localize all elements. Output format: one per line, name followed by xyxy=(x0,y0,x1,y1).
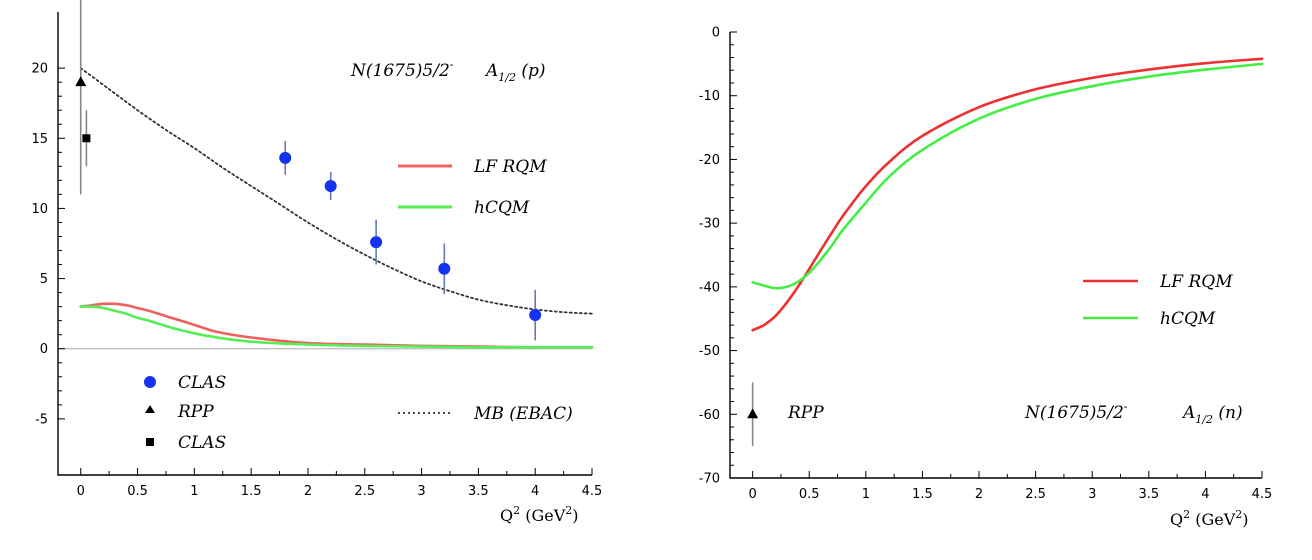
y-tick-label-neutron: 0 xyxy=(712,26,720,41)
legend-label-lfrqm-n: LF RQM xyxy=(1159,272,1233,292)
data-point-clas-circle-proton xyxy=(324,179,337,192)
y-tick-label-neutron: -10 xyxy=(699,89,720,104)
x-tick-label-neutron: 0.5 xyxy=(799,487,820,502)
x-tick-label-proton: 3.5 xyxy=(468,484,489,499)
legend-label-lfrqm: LF RQM xyxy=(473,157,547,177)
legend-label-mbebac: MB (EBAC) xyxy=(473,404,573,424)
x-tick-label-proton: 3 xyxy=(417,484,425,499)
data-point-clas-circle-proton xyxy=(370,236,383,249)
y-tick-label-proton: -5 xyxy=(35,412,48,427)
legend-label-hcqm-n: hCQM xyxy=(1160,309,1216,329)
legend-label-rpp: RPP xyxy=(177,402,214,422)
series-line-lf-rqm-proton xyxy=(79,302,594,349)
series-line-hcqm-neutron xyxy=(751,62,1264,290)
data-point-clas-circle-proton xyxy=(438,262,451,275)
series-line-hcqm-proton xyxy=(79,305,594,349)
y-tick-label-neutron: -40 xyxy=(699,280,720,295)
y-tick-label-proton: 0 xyxy=(40,342,48,357)
y-tick-label-proton: 20 xyxy=(31,62,48,77)
x-tick-label-neutron: 2 xyxy=(975,487,983,502)
data-point-clas-square-proton xyxy=(82,134,91,143)
x-tick-label-proton: 0.5 xyxy=(127,484,148,499)
legend-label-clas-square: CLAS xyxy=(178,433,226,453)
y-tick-label-proton: 15 xyxy=(31,132,48,147)
y-tick-label-neutron: -50 xyxy=(699,344,720,359)
x-tick-label-proton: 0 xyxy=(77,484,85,499)
data-point-rpp-triangle-proton xyxy=(75,76,87,87)
x-tick-label-neutron: 4.5 xyxy=(1252,487,1273,502)
chart-neutron: 0 0.5 1 1.5 2 2.5 3 3.5 4 4.5 -70 -60 -50 -40 -30 -20 -… xyxy=(699,26,1273,530)
series-line-mb-ebac-proton xyxy=(79,67,593,315)
y-tick-label-proton: 10 xyxy=(31,202,48,217)
data-point-clas-circle-proton xyxy=(529,309,542,322)
amplitude-title-neutron: A1/2 (n) xyxy=(1181,403,1243,426)
resonance-label-neutron: N(1675)5/2- xyxy=(1024,400,1128,423)
data-point-rpp-triangle-neutron xyxy=(747,408,759,419)
x-tick-label-neutron: 4 xyxy=(1201,487,1209,502)
x-tick-label-neutron: 1 xyxy=(862,487,870,502)
legend-proton: LF RQM hCQM CLAS RPP CLAS MB (EBAC) xyxy=(144,157,573,453)
x-tick-label-proton: 4.5 xyxy=(582,484,603,499)
chart-proton: 0 0.5 1 1.5 2 2.5 3 3.5 4 4.5 -5 0 5 10 15 20 N(1675)5… xyxy=(31,0,602,525)
legend-neutron: LF RQM hCQM RPP xyxy=(787,272,1233,423)
y-tick-label-neutron: -70 xyxy=(699,472,720,487)
plot-area-proton xyxy=(58,0,594,350)
x-tick-label-proton: 1.5 xyxy=(241,484,262,499)
y-tick-label-neutron: -20 xyxy=(699,153,720,168)
plot-area-neutron xyxy=(747,57,1264,447)
x-tick-label-neutron: 3.5 xyxy=(1138,487,1159,502)
legend-label-clas-circle: CLAS xyxy=(178,373,226,393)
x-tick-label-neutron: 0 xyxy=(748,487,756,502)
x-tick-label-neutron: 1.5 xyxy=(912,487,933,502)
legend-label-rpp-n: RPP xyxy=(787,403,824,423)
data-point-clas-circle-proton xyxy=(279,151,292,164)
resonance-label-proton: N(1675)5/2- xyxy=(350,58,454,81)
x-axis-label-neutron: Q2 (GeV2) xyxy=(1170,508,1249,529)
legend-marker-rpp xyxy=(145,405,155,413)
x-tick-label-proton: 2.5 xyxy=(354,484,375,499)
series-line-lf-rqm-neutron xyxy=(751,57,1264,332)
legend-label-hcqm: hCQM xyxy=(474,198,530,218)
y-tick-label-proton: 5 xyxy=(40,272,48,287)
x-tick-label-proton: 2 xyxy=(304,484,312,499)
x-tick-label-neutron: 3 xyxy=(1088,487,1096,502)
y-tick-label-neutron: -30 xyxy=(699,217,720,232)
y-tick-label-neutron: -60 xyxy=(699,408,720,423)
legend-marker-clas-circle xyxy=(144,376,156,388)
x-tick-label-proton: 4 xyxy=(531,484,539,499)
legend-marker-clas-square xyxy=(146,438,154,446)
x-tick-label-neutron: 2.5 xyxy=(1025,487,1046,502)
x-tick-label-proton: 1 xyxy=(190,484,198,499)
x-axis-label-proton: Q2 (GeV2) xyxy=(500,504,579,525)
amplitude-title-proton: A1/2 (p) xyxy=(484,61,546,84)
